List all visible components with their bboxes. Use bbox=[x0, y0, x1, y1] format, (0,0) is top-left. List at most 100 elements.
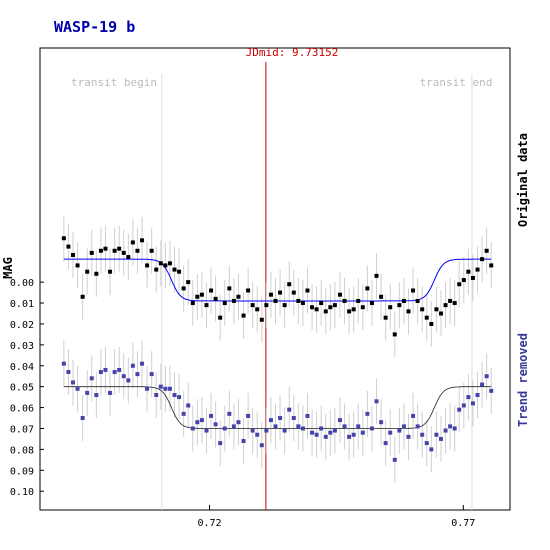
trend-removed-point bbox=[140, 361, 145, 366]
trend-removed-point bbox=[388, 430, 393, 435]
y-tick-label: 0.09 bbox=[10, 466, 34, 477]
trend-removed-point bbox=[94, 393, 99, 398]
trend-removed-point bbox=[255, 432, 260, 437]
original-point bbox=[369, 301, 374, 306]
trend-removed-point bbox=[259, 443, 264, 448]
y-tick-label: 0.01 bbox=[10, 299, 34, 310]
trend-removed-point bbox=[415, 424, 420, 429]
original-point bbox=[177, 269, 182, 274]
trend-removed-point bbox=[452, 426, 457, 431]
trend-removed-point bbox=[236, 420, 241, 425]
original-point bbox=[218, 315, 223, 320]
original-point bbox=[172, 267, 177, 272]
original-point bbox=[204, 303, 209, 308]
original-point bbox=[337, 292, 342, 297]
trend-removed-point bbox=[429, 447, 434, 452]
trend-removed-point bbox=[319, 426, 324, 431]
trend-removed-label: Trend removed bbox=[516, 333, 530, 427]
y-tick-label: 0.08 bbox=[10, 445, 34, 456]
trend-removed-point bbox=[204, 428, 209, 433]
trend-removed-point bbox=[195, 420, 200, 425]
trend-removed-point bbox=[305, 413, 310, 418]
trend-removed-point bbox=[149, 372, 154, 377]
y-tick-label: 0.10 bbox=[10, 487, 34, 498]
axis-ticks: 0.00 0.01 0.02 0.03 0.04 0.05 0.06 0.07 0.08 0.09… bbox=[10, 278, 475, 529]
trend-removed-point bbox=[448, 424, 453, 429]
original-point bbox=[415, 298, 420, 303]
trend-removed-point bbox=[89, 376, 94, 381]
original-point bbox=[429, 321, 434, 326]
trend-removed-point bbox=[250, 428, 255, 433]
trend-removed-point bbox=[70, 380, 75, 385]
trend-removed-point bbox=[177, 395, 182, 400]
x-tick-label: 0.72 bbox=[197, 518, 221, 529]
trend-removed-point bbox=[130, 363, 135, 368]
trend-removed-point bbox=[227, 411, 232, 416]
original-point bbox=[130, 240, 135, 245]
y-tick-label: 0.05 bbox=[10, 383, 34, 394]
trend-removed-point bbox=[190, 426, 195, 431]
trend-removed-point bbox=[397, 428, 402, 433]
original-point bbox=[484, 248, 489, 253]
trend-removed-point bbox=[135, 372, 140, 377]
original-point bbox=[246, 288, 251, 293]
original-point bbox=[250, 303, 255, 308]
trend-removed-point bbox=[199, 418, 204, 423]
original-point bbox=[489, 263, 494, 268]
trend-removed-point bbox=[332, 428, 337, 433]
original-point bbox=[328, 305, 333, 310]
original-point bbox=[61, 236, 66, 241]
trend-removed-point bbox=[401, 424, 406, 429]
trend-removed-point bbox=[121, 374, 126, 379]
trend-removed-point bbox=[154, 393, 159, 398]
trend-removed-point bbox=[379, 420, 384, 425]
original-point bbox=[255, 307, 260, 312]
original-point bbox=[420, 307, 425, 312]
original-point bbox=[80, 294, 85, 299]
trend-removed-point bbox=[342, 424, 347, 429]
original-point bbox=[167, 261, 172, 266]
trend-removed-point bbox=[287, 407, 292, 412]
trend-removed-point bbox=[278, 416, 283, 421]
trend-removed-point bbox=[365, 411, 370, 416]
original-point bbox=[466, 269, 471, 274]
original-point bbox=[70, 252, 75, 257]
trend-removed-point bbox=[457, 407, 462, 412]
trend-removed-point bbox=[480, 382, 485, 387]
trend-removed-point bbox=[314, 432, 319, 437]
trend-removed-point bbox=[98, 370, 103, 375]
original-point bbox=[347, 309, 352, 314]
original-point bbox=[323, 309, 328, 314]
original-point bbox=[397, 303, 402, 308]
trend-removed-point bbox=[383, 441, 388, 446]
trend-removed-point bbox=[484, 374, 489, 379]
trend-removed-point bbox=[112, 370, 117, 375]
trend-removed-point bbox=[374, 399, 379, 404]
trend-removed-point bbox=[126, 378, 131, 383]
original-point bbox=[457, 282, 462, 287]
trend-removed-point bbox=[167, 386, 172, 391]
original-point bbox=[480, 257, 485, 262]
trend-removed-point bbox=[337, 418, 342, 423]
original-point bbox=[231, 298, 236, 303]
original-point bbox=[213, 296, 218, 301]
original-point bbox=[392, 332, 397, 337]
original-point bbox=[85, 269, 90, 274]
original-point bbox=[241, 313, 246, 318]
original-point bbox=[282, 303, 287, 308]
original-point bbox=[305, 288, 310, 293]
trend-removed-point bbox=[241, 439, 246, 444]
original-point bbox=[273, 298, 278, 303]
transit-end-label: transit end bbox=[420, 76, 493, 89]
trend-removed-point bbox=[163, 386, 168, 391]
original-point bbox=[374, 273, 379, 278]
y-tick-label: 0.03 bbox=[10, 341, 34, 352]
trend-removed-point bbox=[80, 416, 85, 421]
y-tick-label: 0.06 bbox=[10, 404, 34, 415]
original-point bbox=[89, 250, 94, 255]
trend-removed-point bbox=[61, 361, 66, 366]
trend-removed-point bbox=[369, 426, 374, 431]
trend-removed-point bbox=[296, 424, 301, 429]
trend-removed-point bbox=[103, 367, 108, 372]
